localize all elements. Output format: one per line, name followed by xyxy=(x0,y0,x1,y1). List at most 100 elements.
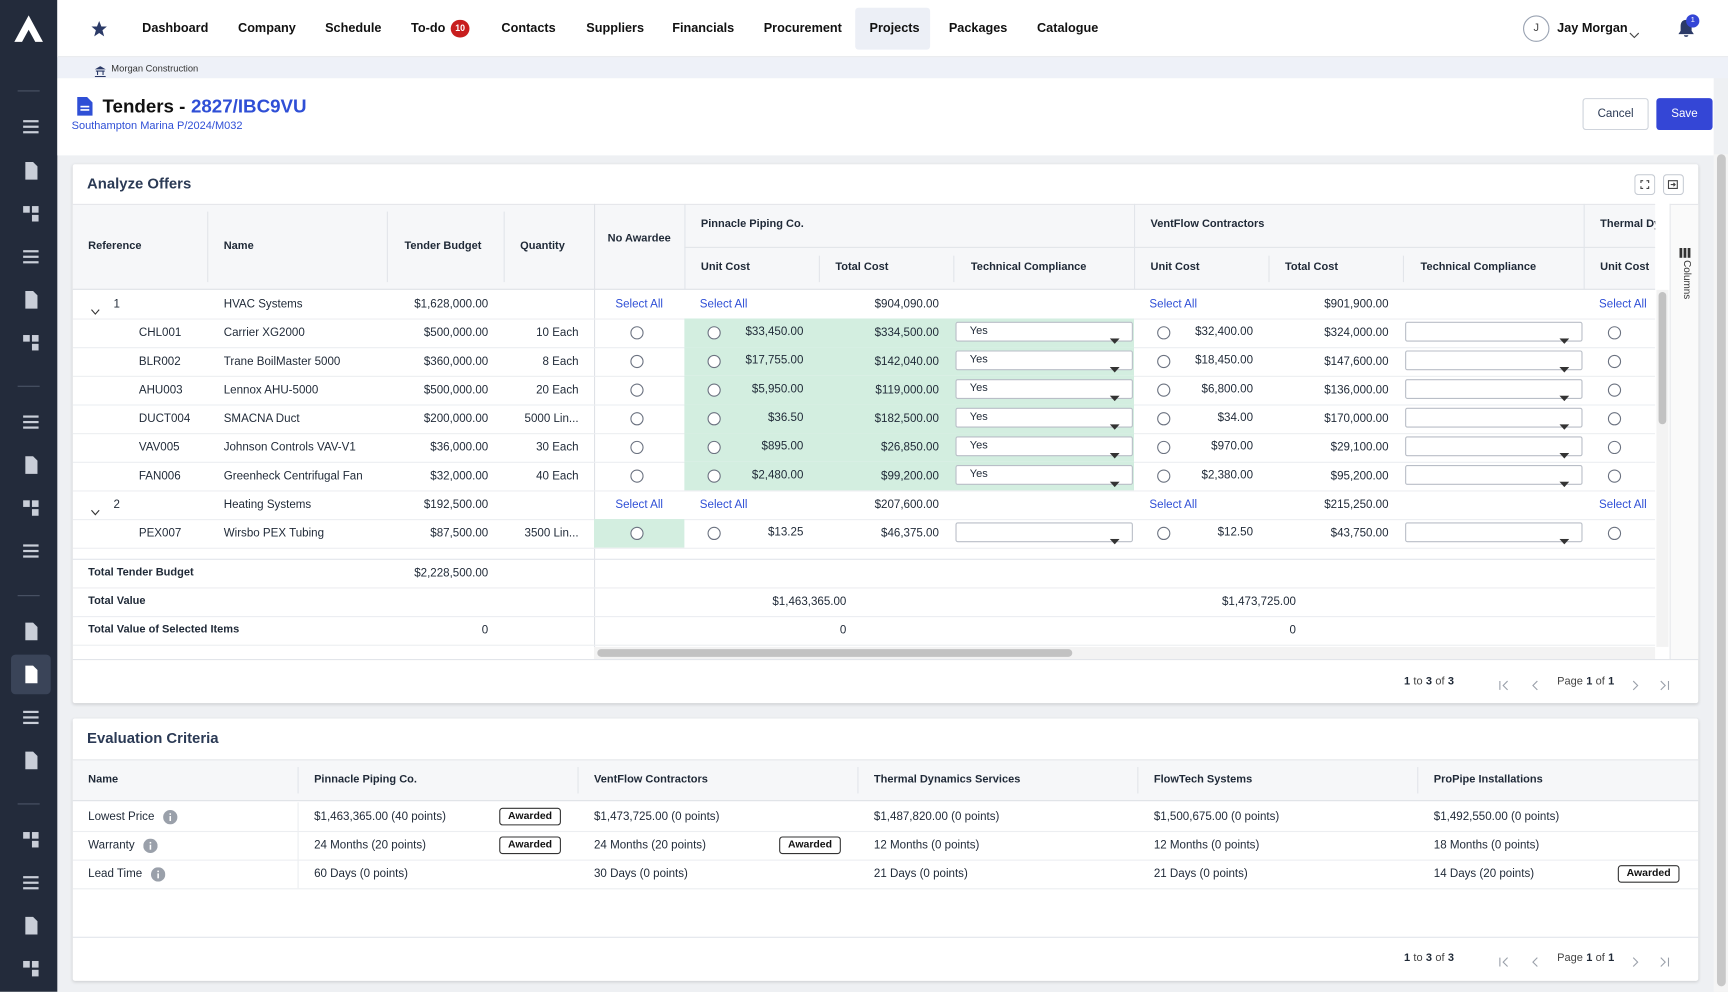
select-all[interactable]: Select All xyxy=(1149,498,1198,512)
nav-item[interactable]: Schedule xyxy=(325,22,382,36)
tender-code[interactable]: 2827/IBC9VU xyxy=(190,95,307,117)
radio[interactable] xyxy=(1157,526,1171,540)
columns-icon[interactable] xyxy=(1679,244,1691,258)
page-subtitle[interactable]: Southampton Marina P/2024/M032 xyxy=(71,120,243,133)
user-chevron[interactable] xyxy=(1629,26,1640,39)
radio[interactable] xyxy=(1607,412,1622,426)
radio[interactable] xyxy=(1157,440,1171,455)
sidebar-icon[interactable] xyxy=(21,541,41,561)
radio[interactable] xyxy=(1157,469,1171,483)
pager-button[interactable] xyxy=(1630,677,1641,691)
select-all[interactable]: Select All xyxy=(699,297,748,311)
compliance-select[interactable] xyxy=(1405,350,1583,373)
radio[interactable] xyxy=(707,469,721,483)
nav-item[interactable]: Suppliers xyxy=(586,22,645,36)
user-name[interactable]: Jay Morgan xyxy=(1557,22,1628,36)
sidebar-icon[interactable] xyxy=(21,455,41,475)
expand-toggle[interactable] xyxy=(90,501,100,516)
radio[interactable] xyxy=(707,526,721,540)
radio[interactable] xyxy=(630,469,644,483)
export-button[interactable] xyxy=(1662,174,1684,196)
info-icon[interactable] xyxy=(163,809,178,824)
columns-tab-label[interactable]: Columns xyxy=(1681,260,1693,300)
sidebar-icon[interactable] xyxy=(21,665,41,685)
page-scroll-thumb[interactable] xyxy=(1716,154,1726,987)
pager-button[interactable] xyxy=(1660,953,1671,967)
compliance-select[interactable] xyxy=(1405,321,1583,344)
nav-item[interactable]: Catalogue xyxy=(1037,22,1099,36)
radio[interactable] xyxy=(1157,326,1171,340)
sidebar-icon[interactable] xyxy=(21,161,41,181)
compliance-select[interactable] xyxy=(1405,465,1583,488)
radio[interactable] xyxy=(630,440,644,455)
radio[interactable] xyxy=(707,383,721,397)
fullscreen-button[interactable] xyxy=(1634,174,1656,196)
sidebar-icon[interactable] xyxy=(21,708,41,728)
sidebar-icon[interactable] xyxy=(21,916,41,936)
compliance-select[interactable]: Yes xyxy=(955,350,1133,373)
compliance-select[interactable]: Yes xyxy=(955,436,1133,459)
radio[interactable] xyxy=(1157,412,1171,426)
info-icon[interactable] xyxy=(143,838,158,853)
nav-item[interactable]: Company xyxy=(238,22,296,36)
sidebar-icon[interactable] xyxy=(21,750,41,770)
compliance-select[interactable]: Yes xyxy=(955,465,1133,488)
radio[interactable] xyxy=(707,354,721,369)
sidebar-icon[interactable] xyxy=(21,204,41,224)
compliance-select[interactable]: Yes xyxy=(955,379,1133,402)
radio[interactable] xyxy=(707,412,721,426)
pager-button[interactable] xyxy=(1530,953,1541,967)
sidebar-icon[interactable] xyxy=(21,247,41,267)
compliance-select[interactable] xyxy=(955,522,1133,545)
radio[interactable] xyxy=(1607,469,1622,483)
radio[interactable] xyxy=(630,383,644,397)
nav-item[interactable]: Packages xyxy=(948,22,1008,36)
sidebar-icon[interactable] xyxy=(21,412,41,432)
nav-item[interactable]: Financials xyxy=(672,22,735,36)
sidebar-icon[interactable] xyxy=(21,498,41,518)
compliance-select[interactable]: Yes xyxy=(955,407,1133,430)
select-all[interactable]: Select All xyxy=(699,498,748,512)
nav-item[interactable]: Contacts xyxy=(501,22,556,36)
compliance-select[interactable] xyxy=(1405,407,1583,430)
h-scroll-thumb[interactable] xyxy=(597,649,1073,657)
sidebar-icon[interactable] xyxy=(21,873,41,893)
sidebar-icon[interactable] xyxy=(21,117,41,137)
nav-item[interactable]: Projects xyxy=(869,22,920,36)
radio[interactable] xyxy=(1607,326,1622,340)
radio[interactable] xyxy=(1607,526,1622,540)
save-button[interactable]: Save xyxy=(1656,98,1713,131)
compliance-select[interactable] xyxy=(1405,436,1583,459)
info-icon[interactable] xyxy=(151,866,166,882)
compliance-select[interactable] xyxy=(1405,379,1583,402)
nav-item[interactable]: Procurement xyxy=(763,22,842,36)
radio[interactable] xyxy=(1157,383,1171,397)
radio[interactable] xyxy=(1157,354,1171,369)
pager-button[interactable] xyxy=(1660,677,1671,691)
radio[interactable] xyxy=(630,526,644,540)
select-all[interactable]: Select All xyxy=(1149,297,1198,311)
pager-button[interactable] xyxy=(1498,677,1509,691)
sidebar-icon[interactable] xyxy=(21,622,41,642)
sidebar-icon[interactable] xyxy=(21,290,41,310)
sidebar-icon[interactable] xyxy=(21,333,41,353)
select-all[interactable]: Select All xyxy=(1599,498,1647,512)
radio[interactable] xyxy=(1607,354,1622,369)
select-all[interactable]: Select All xyxy=(615,498,663,512)
select-all[interactable]: Select All xyxy=(615,297,663,311)
radio[interactable] xyxy=(630,412,644,426)
favorite-icon[interactable] xyxy=(90,20,108,38)
cancel-button[interactable]: Cancel xyxy=(1582,98,1649,131)
nav-item[interactable]: To-do xyxy=(411,22,446,36)
pager-button[interactable] xyxy=(1498,953,1509,967)
user-avatar[interactable]: J xyxy=(1523,15,1550,42)
sidebar-icon[interactable] xyxy=(21,959,41,979)
pager-button[interactable] xyxy=(1630,953,1641,967)
nav-item[interactable]: Dashboard xyxy=(142,22,209,36)
v-scroll-thumb[interactable] xyxy=(1658,292,1667,425)
compliance-select[interactable] xyxy=(1405,522,1583,545)
radio[interactable] xyxy=(707,326,721,340)
radio[interactable] xyxy=(630,354,644,369)
pager-button[interactable] xyxy=(1530,677,1541,691)
sidebar-icon[interactable] xyxy=(21,830,41,850)
